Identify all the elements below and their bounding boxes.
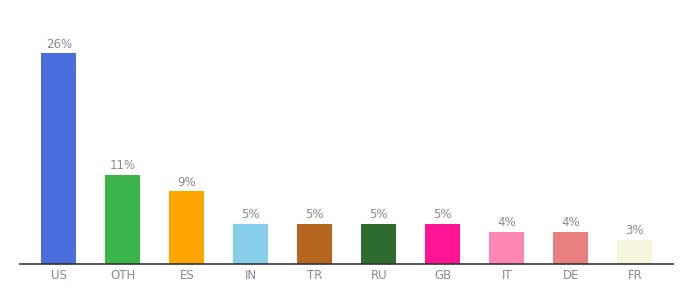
Text: 5%: 5%: [241, 208, 260, 221]
Bar: [554, 232, 588, 264]
Text: 11%: 11%: [109, 160, 136, 172]
Bar: [297, 224, 333, 264]
Text: 5%: 5%: [369, 208, 388, 221]
Bar: [233, 224, 269, 264]
Text: 5%: 5%: [305, 208, 324, 221]
Bar: [489, 232, 524, 264]
Bar: [105, 175, 140, 264]
Bar: [617, 240, 652, 264]
Bar: [425, 224, 460, 264]
Text: 4%: 4%: [498, 216, 516, 229]
Text: 26%: 26%: [46, 38, 72, 51]
Text: 9%: 9%: [177, 176, 196, 189]
Text: 4%: 4%: [562, 216, 580, 229]
Bar: [41, 53, 76, 264]
Bar: [361, 224, 396, 264]
Text: 5%: 5%: [434, 208, 452, 221]
Text: 3%: 3%: [626, 224, 644, 237]
Bar: [169, 191, 205, 264]
